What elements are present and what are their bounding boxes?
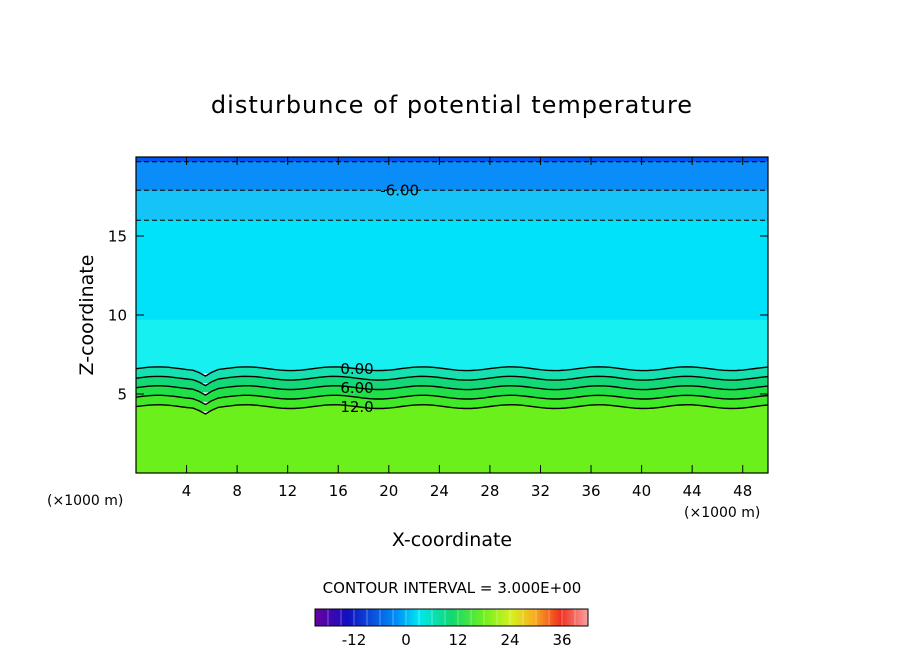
x-axis-label: X-coordinate: [392, 529, 512, 551]
contour-fill-band: [136, 319, 768, 374]
contour-line: [136, 366, 768, 377]
colorbar-tick-label: 36: [552, 631, 571, 649]
x-tick-label: 40: [632, 482, 651, 500]
colorbar-frame: [314, 608, 589, 627]
x-tick-label: 24: [430, 482, 449, 500]
contour-fill-band: [136, 190, 768, 225]
y-tick-label: 15: [108, 228, 127, 246]
x-tick-label: 8: [232, 482, 242, 500]
colorbar-tick-label: -12: [342, 631, 367, 649]
x-unit-left: (×1000 m): [47, 493, 123, 509]
contour-fill-band: [136, 161, 768, 195]
x-tick-label: 48: [733, 482, 752, 500]
y-tick-label: 5: [117, 386, 127, 404]
contour-interval-label: CONTOUR INTERVAL = 3.000E+00: [323, 579, 582, 597]
x-tick-label: 4: [182, 482, 192, 500]
contour-line: [136, 385, 768, 396]
contour-fill-band: [136, 220, 768, 325]
plot-area: [136, 157, 768, 473]
y-tick-label: 10: [108, 307, 127, 325]
colorbar-tick-label: 24: [500, 631, 519, 649]
x-tick-label: 12: [278, 482, 297, 500]
contour-line: [136, 375, 768, 387]
colorbar-tick-label: 0: [401, 631, 411, 649]
contour-label: 12.0: [340, 398, 373, 416]
colorbar-ticks: -12 0 12 24 36: [342, 631, 572, 649]
contour-line: [136, 404, 768, 415]
colorbar-segments: [327, 609, 576, 626]
x-unit-right: (×1000 m): [684, 505, 760, 521]
y-axis: 5 10 15: [108, 228, 768, 404]
contour-label: -6.00: [380, 182, 419, 200]
colorbar-tick-label: 12: [448, 631, 467, 649]
contour-fill-band: [136, 404, 768, 473]
contour-label: 6.00: [340, 379, 373, 397]
colorbar: [315, 609, 588, 626]
x-tick-label: 36: [581, 482, 600, 500]
contour-label: 0.00: [340, 360, 373, 378]
x-tick-label: 20: [379, 482, 398, 500]
y-axis-label: Z-coordinate: [76, 255, 98, 376]
chart-title: disturbunce of potential temperature: [211, 91, 693, 119]
x-tick-label: 28: [480, 482, 499, 500]
x-tick-label: 16: [329, 482, 348, 500]
x-tick-label: 32: [531, 482, 550, 500]
x-axis: 4 8 12 16 20 24 28 32 36 40 44 48: [182, 157, 752, 500]
contour-line: [136, 394, 768, 406]
x-tick-label: 44: [683, 482, 702, 500]
